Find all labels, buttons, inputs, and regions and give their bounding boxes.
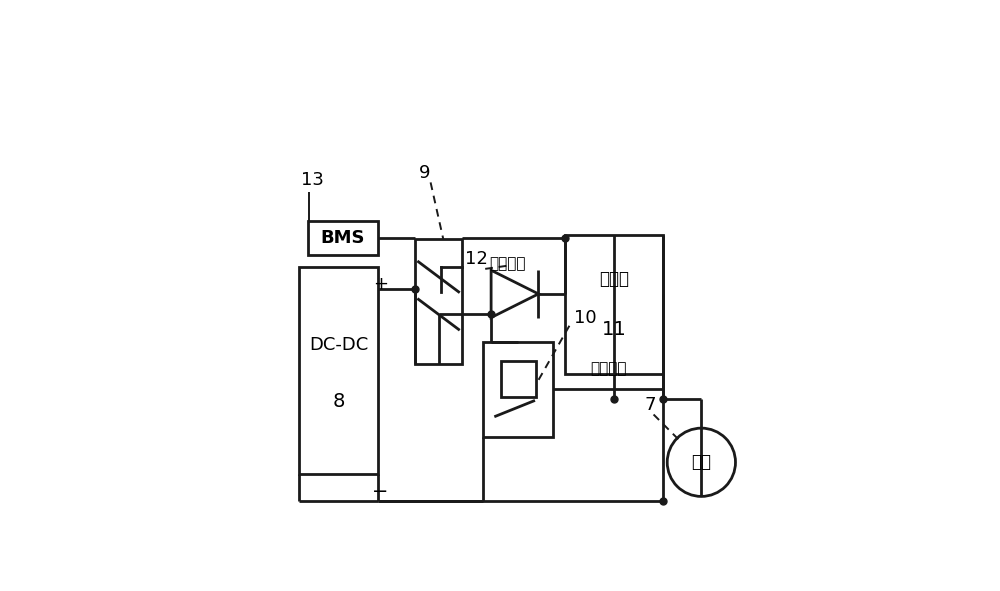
Text: 8: 8 bbox=[332, 392, 345, 411]
Text: 控制器: 控制器 bbox=[599, 270, 629, 288]
Text: +: + bbox=[373, 275, 388, 293]
Text: 使能信号: 使能信号 bbox=[490, 256, 526, 271]
FancyBboxPatch shape bbox=[565, 235, 663, 374]
Text: 12: 12 bbox=[465, 251, 488, 268]
Text: −: − bbox=[372, 482, 389, 501]
Text: 7: 7 bbox=[644, 396, 656, 414]
Text: 9: 9 bbox=[419, 164, 431, 182]
Text: 10: 10 bbox=[574, 310, 597, 327]
Text: 水泵: 水泵 bbox=[691, 453, 711, 471]
FancyBboxPatch shape bbox=[299, 267, 378, 473]
FancyBboxPatch shape bbox=[308, 221, 378, 255]
FancyBboxPatch shape bbox=[483, 342, 553, 437]
Text: BMS: BMS bbox=[321, 229, 365, 247]
Text: 调速信号: 调速信号 bbox=[590, 361, 626, 376]
Text: 13: 13 bbox=[301, 171, 324, 189]
FancyBboxPatch shape bbox=[501, 361, 536, 397]
Text: 11: 11 bbox=[601, 320, 626, 339]
FancyBboxPatch shape bbox=[415, 239, 462, 365]
Text: DC-DC: DC-DC bbox=[309, 336, 368, 354]
